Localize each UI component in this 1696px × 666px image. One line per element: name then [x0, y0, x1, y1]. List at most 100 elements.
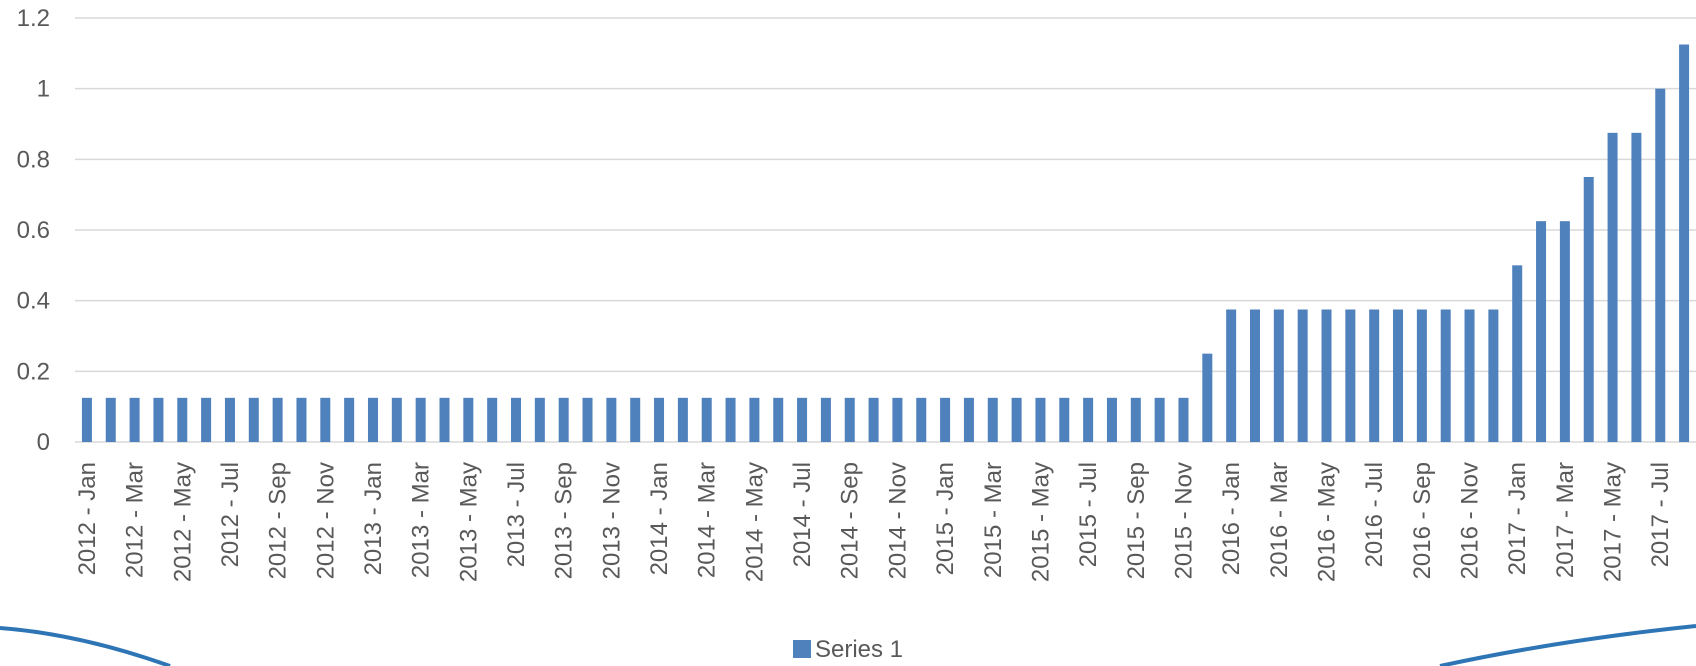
bar [820, 397, 831, 442]
x-tick-label: 2012 - Nov [312, 462, 339, 579]
x-tick-label: 2017 - Jul [1647, 462, 1674, 567]
bar [1106, 397, 1117, 442]
bar [797, 397, 808, 442]
bar [391, 397, 402, 442]
series-1-bars [81, 44, 1690, 443]
x-tick-label: 2017 - Jan [1504, 462, 1531, 575]
decorative-arcs [0, 624, 1696, 666]
bar [1249, 309, 1260, 442]
legend-swatch-series-1 [792, 640, 811, 658]
bar [630, 397, 641, 442]
bar [558, 397, 569, 442]
bar [677, 397, 688, 442]
x-tick-label: 2016 - Jan [1218, 462, 1245, 575]
bar [1154, 397, 1165, 442]
bar [1464, 309, 1475, 442]
bar [582, 397, 593, 442]
bar [1273, 309, 1284, 442]
bar [725, 397, 736, 442]
bar [844, 397, 855, 442]
bar [296, 397, 307, 442]
gridlines [75, 17, 1696, 443]
bar [1083, 397, 1094, 442]
bar [415, 397, 426, 442]
x-tick-label: 2014 - Mar [694, 462, 721, 578]
legend-label-series-1: Series 1 [814, 636, 904, 663]
bar [773, 397, 784, 442]
bar [463, 397, 474, 442]
x-tick-label: 2012 - Mar [122, 462, 149, 578]
y-tick-label: 1.2 [17, 5, 50, 32]
bar [1536, 221, 1547, 442]
bar [1512, 265, 1523, 442]
bar [344, 397, 355, 442]
bar [1679, 44, 1690, 442]
bar [1655, 88, 1666, 443]
bar [1345, 309, 1356, 442]
bar [1035, 397, 1046, 442]
y-axis-ticks: 0 0.2 0.4 0.6 0.8 1 1.2 [17, 5, 50, 456]
y-tick-label: 0.6 [17, 217, 50, 244]
bar [868, 397, 879, 442]
x-tick-label: 2013 - Nov [598, 462, 625, 579]
bar [1583, 177, 1594, 442]
y-tick-label: 0.8 [17, 146, 50, 173]
x-axis-ticks: 2012 - Jan 2012 - Mar 2012 - May 2012 - Jul… [74, 462, 1674, 582]
x-tick-label: 2015 - Jan [932, 462, 959, 575]
bar [248, 397, 259, 442]
bar [487, 397, 498, 442]
x-tick-label: 2013 - Sep [551, 462, 578, 579]
x-tick-label: 2015 - Sep [1123, 462, 1150, 579]
bar [892, 397, 903, 442]
bar [1369, 309, 1380, 442]
bar [1321, 309, 1332, 442]
x-tick-label: 2015 - May [1027, 462, 1054, 582]
bar [749, 397, 760, 442]
x-tick-label: 2013 - Mar [408, 462, 435, 578]
bar [272, 397, 283, 442]
x-tick-label: 2013 - May [455, 462, 482, 582]
bar [1130, 397, 1141, 442]
y-tick-label: 0.4 [17, 288, 50, 315]
bar [105, 397, 116, 442]
x-tick-label: 2013 - Jul [503, 462, 530, 567]
x-tick-label: 2015 - Nov [1170, 462, 1197, 579]
y-tick-label: 0.2 [17, 358, 50, 385]
x-tick-label: 2012 - Sep [265, 462, 292, 579]
bar [81, 397, 92, 442]
x-tick-label: 2012 - May [169, 462, 196, 582]
bar [916, 397, 927, 442]
x-tick-label: 2016 - Sep [1409, 462, 1436, 579]
x-tick-label: 2014 - May [741, 462, 768, 582]
x-tick-label: 2017 - May [1600, 462, 1627, 582]
y-tick-label: 0 [37, 429, 50, 456]
decor-arc-right [1439, 624, 1696, 666]
bar [1440, 309, 1451, 442]
y-tick-label: 1 [37, 76, 50, 103]
x-tick-label: 2016 - May [1314, 462, 1341, 582]
bar [1226, 309, 1237, 442]
x-tick-label: 2015 - Jul [1075, 462, 1102, 567]
bar [987, 397, 998, 442]
bar [129, 397, 140, 442]
bar [654, 397, 665, 442]
x-tick-label: 2016 - Nov [1457, 462, 1484, 579]
bar [963, 397, 974, 442]
bar [1297, 309, 1308, 442]
bar [153, 397, 164, 442]
x-tick-label: 2014 - Sep [837, 462, 864, 579]
bar [177, 397, 188, 442]
x-tick-label: 2016 - Mar [1266, 462, 1293, 578]
x-tick-label: 2014 - Jul [789, 462, 816, 567]
x-tick-label: 2017 - Mar [1552, 462, 1579, 578]
bar [1059, 397, 1070, 442]
x-tick-label: 2013 - Jan [360, 462, 387, 575]
legend: Series 1 [0, 636, 1696, 664]
bar [534, 397, 545, 442]
bar [1011, 397, 1022, 442]
decor-arc-left [0, 626, 171, 666]
bar [701, 397, 712, 442]
bar [1607, 132, 1618, 443]
x-tick-label: 2016 - Jul [1361, 462, 1388, 567]
bar [940, 397, 951, 442]
